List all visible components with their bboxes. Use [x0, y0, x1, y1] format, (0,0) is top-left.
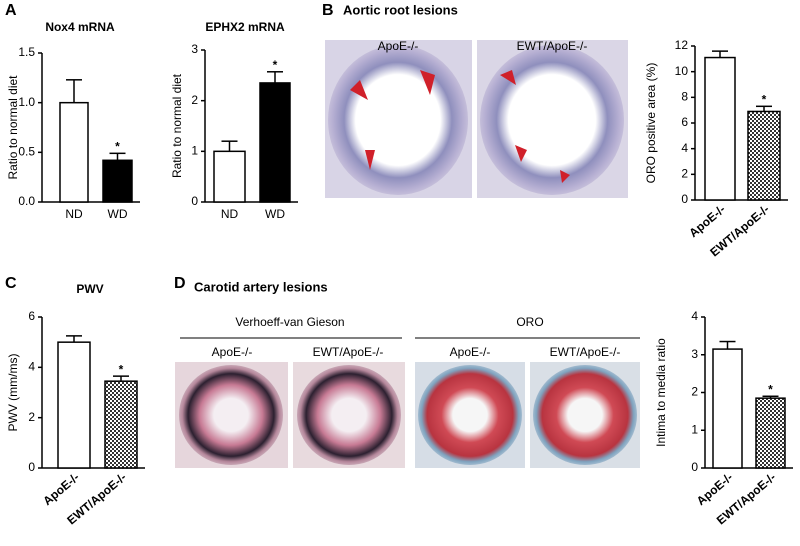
y-axis-label: ORO positive area (%)	[644, 63, 658, 184]
chart-title: Nox4 mRNA	[45, 20, 115, 34]
x-tick-label: ApoE-/-	[686, 202, 728, 240]
panel-title: Carotid artery lesions	[194, 279, 328, 294]
significance: *	[273, 58, 278, 72]
y-tick-label: 0.5	[18, 145, 35, 159]
image-label: ApoE-/-	[378, 39, 419, 53]
panel-labels: A B Aortic root lesions C D Carotid arte…	[5, 2, 458, 294]
y-tick-label: 2	[691, 385, 698, 399]
y-tick-label: 8	[681, 90, 688, 104]
y-axis-label: Ratio to normal diet	[6, 75, 20, 180]
bar	[102, 159, 133, 203]
y-tick-label: 2	[681, 167, 688, 181]
image-label: ApoE-/-	[450, 345, 491, 359]
lesion	[350, 70, 435, 170]
x-tick-label: ND	[221, 207, 239, 221]
bar	[755, 397, 786, 469]
group-label: Verhoeff-van Gieson	[235, 315, 344, 329]
bar	[213, 150, 246, 203]
bar	[104, 380, 138, 469]
panel-letter: C	[5, 275, 17, 292]
y-tick-label: 1.5	[18, 45, 35, 59]
panel-letter: A	[5, 2, 17, 19]
x-tick-label: ApoE-/-	[40, 470, 82, 508]
y-tick-label: 4	[28, 360, 35, 374]
bar	[57, 341, 91, 469]
x-tick-label: ApoE-/-	[694, 470, 736, 508]
y-tick-label: 2	[28, 410, 35, 424]
group-label: ORO	[516, 315, 543, 329]
bar	[704, 56, 736, 201]
y-tick-label: 10	[675, 64, 689, 78]
x-tick-label: ND	[65, 207, 83, 221]
chart-title: PWV	[76, 282, 103, 296]
histology-image	[179, 365, 283, 465]
significance: *	[768, 382, 773, 396]
significance: *	[762, 92, 767, 106]
carotid-images: Verhoeff-van Gieson ORO ApoE-/- EWT/ApoE…	[175, 315, 640, 468]
y-tick-label: 3	[191, 42, 198, 56]
histology-image	[328, 45, 468, 195]
bar	[59, 101, 89, 203]
y-tick-label: 1	[191, 144, 198, 158]
x-tick-label: WD	[108, 207, 128, 221]
chart-title: EPHX2 mRNA	[205, 20, 285, 34]
significance: *	[119, 362, 124, 376]
y-tick-label: 1	[691, 422, 698, 436]
image-label: EWT/ApoE-/-	[517, 39, 588, 53]
aortic-images: ApoE-/- EWT/ApoE-/-	[325, 39, 628, 198]
bar	[712, 348, 743, 469]
image-label: EWT/ApoE-/-	[550, 345, 621, 359]
histology-image	[480, 45, 624, 195]
y-tick-label: 0	[28, 460, 35, 474]
y-tick-label: 12	[675, 38, 689, 52]
image-label: EWT/ApoE-/-	[313, 345, 384, 359]
y-axis-label: Ratio to normal diet	[170, 73, 184, 178]
y-tick-label: 0	[191, 194, 198, 208]
bar	[259, 82, 291, 203]
lesion	[500, 70, 570, 183]
panel-letter: D	[174, 275, 186, 292]
y-tick-label: 3	[691, 347, 698, 361]
significance: *	[115, 139, 120, 153]
histology-image	[418, 365, 522, 465]
y-tick-label: 0	[691, 460, 698, 474]
y-tick-label: 6	[28, 309, 35, 323]
y-tick-label: 1.0	[18, 95, 35, 109]
y-tick-label: 6	[681, 115, 688, 129]
panel-title: Aortic root lesions	[343, 2, 458, 17]
bar	[747, 110, 781, 201]
y-tick-label: 4	[691, 309, 698, 323]
x-tick-label: WD	[265, 207, 285, 221]
histology-image	[297, 365, 401, 465]
image-label: ApoE-/-	[212, 345, 253, 359]
histology-image	[533, 365, 637, 465]
y-axis-label: Intima to media ratio	[654, 338, 668, 447]
y-axis-label: PWV (mm/ms)	[6, 354, 20, 432]
y-tick-label: 2	[191, 93, 198, 107]
panel-letter: B	[322, 2, 334, 19]
y-tick-label: 0.0	[18, 194, 35, 208]
y-tick-label: 4	[681, 141, 688, 155]
y-tick-label: 0	[681, 192, 688, 206]
